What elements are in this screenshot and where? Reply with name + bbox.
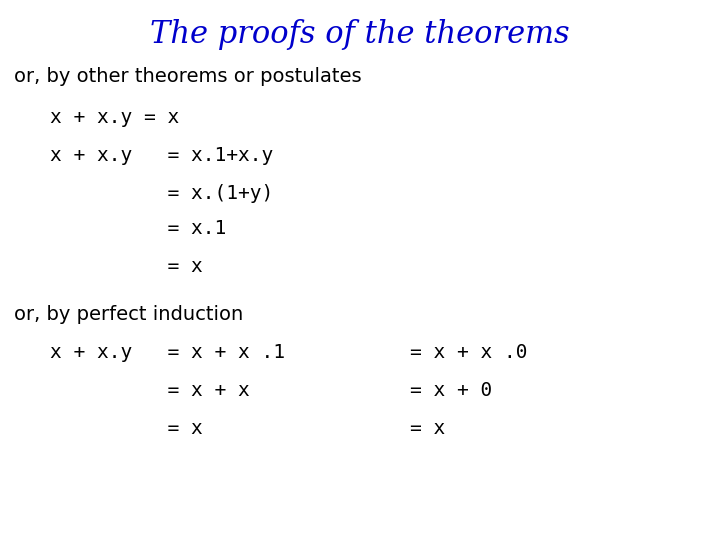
Text: = x.(1+y): = x.(1+y) — [50, 184, 274, 202]
Text: = x: = x — [50, 418, 203, 437]
Text: or, by other theorems or postulates: or, by other theorems or postulates — [14, 68, 362, 86]
Text: = x: = x — [410, 418, 446, 437]
Text: x + x.y   = x.1+x.y: x + x.y = x.1+x.y — [50, 146, 274, 165]
Text: = x.1: = x.1 — [50, 219, 227, 238]
Text: = x + x: = x + x — [50, 381, 250, 400]
Text: = x + 0: = x + 0 — [410, 381, 492, 400]
Text: The proofs of the theorems: The proofs of the theorems — [150, 19, 570, 50]
Text: or, by perfect induction: or, by perfect induction — [14, 305, 243, 324]
Text: x + x.y   = x + x .1: x + x.y = x + x .1 — [50, 343, 285, 362]
Text: x + x.y = x: x + x.y = x — [50, 108, 180, 127]
Text: = x + x .0: = x + x .0 — [410, 343, 528, 362]
Text: = x: = x — [50, 256, 203, 275]
